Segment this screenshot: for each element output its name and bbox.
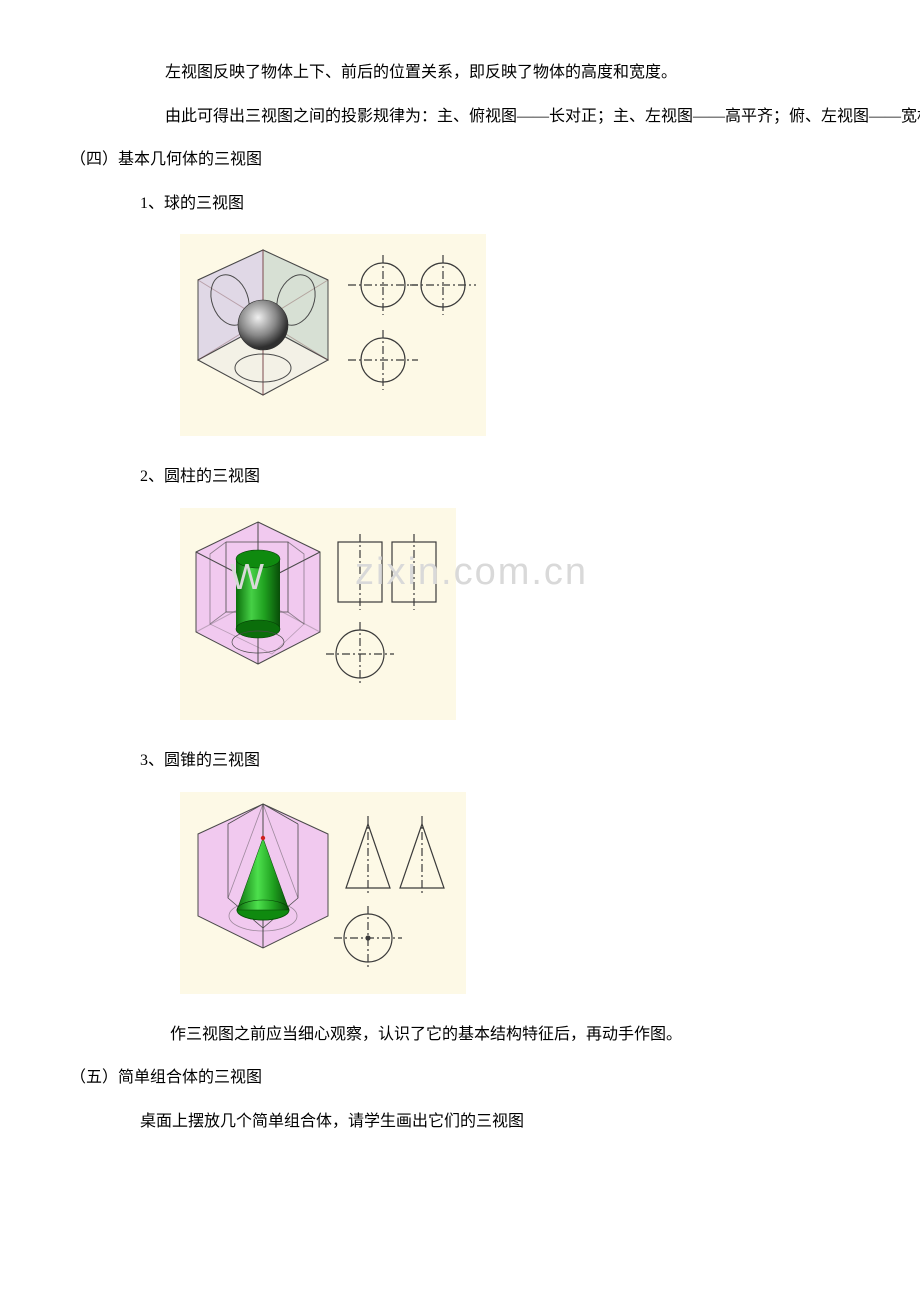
paragraph-observe: 作三视图之前应当细心观察，认识了它的基本结构特征后，再动手作图。 bbox=[70, 1022, 920, 1048]
figure-cylinder bbox=[180, 508, 456, 720]
figure-cone bbox=[180, 792, 466, 994]
figure-sphere-wrap bbox=[70, 234, 920, 436]
section-4-item-3: 3、圆锥的三视图 bbox=[70, 748, 920, 774]
page-root: 左视图反映了物体上下、前后的位置关系，即反映了物体的高度和宽度。 由此可得出三视… bbox=[70, 60, 920, 1134]
section-5-title: （五）简单组合体的三视图 bbox=[70, 1065, 920, 1091]
sphere-svg bbox=[188, 240, 478, 430]
section-4-item-2: 2、圆柱的三视图 bbox=[70, 464, 920, 490]
figure-sphere bbox=[180, 234, 486, 436]
cylinder-svg bbox=[188, 514, 448, 714]
paragraph-left-view: 左视图反映了物体上下、前后的位置关系，即反映了物体的高度和宽度。 bbox=[70, 60, 920, 86]
figure-cylinder-wrap bbox=[70, 508, 920, 720]
cone-svg bbox=[188, 798, 458, 988]
paragraph-s5-body: 桌面上摆放几个简单组合体，请学生画出它们的三视图 bbox=[70, 1109, 920, 1135]
paragraph-projection-rule: 由此可得出三视图之间的投影规律为：主、俯视图——长对正；主、左视图——高平齐；俯… bbox=[70, 104, 920, 130]
section-4-title: （四）基本几何体的三视图 bbox=[70, 147, 920, 173]
figure-cone-wrap bbox=[70, 792, 920, 994]
section-4-item-1: 1、球的三视图 bbox=[70, 191, 920, 217]
